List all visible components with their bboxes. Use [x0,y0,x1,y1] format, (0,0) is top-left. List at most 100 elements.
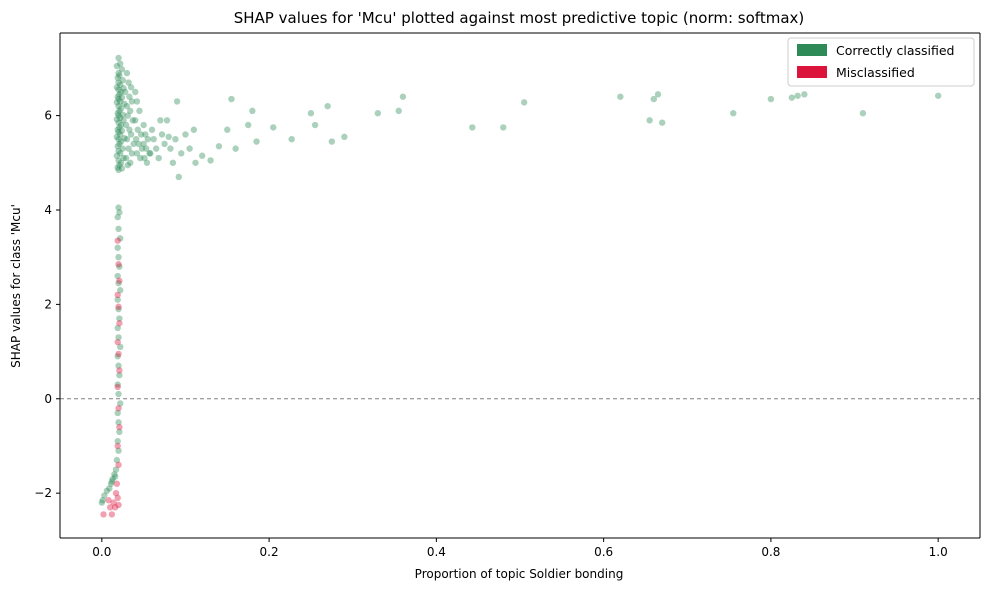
data-point [121,135,128,142]
data-point [148,126,156,133]
data-point [117,98,124,105]
data-point [127,131,135,138]
data-point [232,145,239,152]
data-point [114,237,121,244]
data-point [127,84,135,91]
data-point [105,497,112,504]
data-point [288,135,295,143]
data-point [395,107,402,115]
data-point [120,117,127,124]
data-point [658,119,666,126]
data-point [115,166,122,174]
data-point [120,85,127,92]
data-point [118,165,126,172]
data-point [117,114,124,122]
data-point [249,107,256,115]
data-point [115,405,122,412]
x-tick-label: 0.8 [761,545,780,559]
data-point [146,150,153,157]
y-tick-label: 4 [44,203,52,217]
data-point [147,150,154,157]
data-point [115,390,122,398]
data-point [106,504,114,511]
data-point [113,152,121,159]
data-point [117,88,125,96]
y-axis-label: SHAP values for class 'Mcu' [9,204,23,368]
data-point [126,126,133,133]
chart-title: SHAP values for 'Mcu' plotted against mo… [234,9,804,27]
data-point [141,154,148,162]
data-point [128,150,136,157]
data-point [270,124,277,131]
data-point [132,117,139,124]
data-point [175,173,182,181]
data-point [115,135,122,143]
data-point [859,110,867,117]
data-point [108,478,116,485]
data-point [113,62,121,70]
data-point [116,72,123,79]
data-point [114,213,121,221]
data-point [767,95,775,103]
x-tick-label: 0.4 [427,545,446,559]
x-tick-label: 0.6 [594,545,613,559]
data-point [103,487,111,494]
data-point [118,127,126,134]
data-point [161,140,168,148]
data-point [253,138,260,145]
data-point [117,105,125,112]
data-point [114,244,121,251]
data-point [116,263,123,270]
data-point [116,107,123,115]
data-point [617,93,624,100]
data-point [130,140,137,148]
data-point [140,140,147,148]
data-point [116,161,123,169]
data-point [116,320,123,327]
data-point [934,92,942,99]
data-point [142,131,149,138]
data-point [144,135,152,143]
data-point [186,145,193,152]
data-point [128,98,136,105]
data-point [133,98,141,105]
data-point [117,287,124,294]
x-ticks: 0.0 0.2 0.4 0.6 0.8 1.0 [92,538,948,559]
data-point [132,88,139,96]
data-point [116,367,123,374]
data-point [113,116,121,123]
data-point [112,466,120,473]
x-tick-label: 1.0 [929,545,948,559]
y-tick-label: 2 [44,297,52,311]
data-point [140,121,147,129]
legend-label-misclassified: Misclassified [836,65,915,80]
legend-swatch-misclassified [797,66,827,78]
data-point [115,119,122,126]
data-point [114,74,121,82]
data-point [126,93,133,100]
data-point [115,419,122,426]
data-point [114,291,121,299]
data-point [198,152,206,159]
data-point [157,117,164,124]
data-point [138,145,146,152]
data-point [116,124,123,131]
plot-area [60,54,980,518]
data-point [124,112,131,119]
data-point [125,145,132,152]
data-point [115,350,122,358]
data-point [155,154,162,162]
data-point [113,99,121,106]
data-point [113,456,121,464]
data-point [129,117,136,124]
data-point [114,338,121,346]
data-point [114,296,121,303]
data-point [106,485,113,492]
data-point [112,504,119,511]
data-point [650,95,658,103]
data-point [167,145,174,152]
data-point [307,110,315,117]
data-point [134,126,141,133]
data-point [117,81,124,89]
data-point [98,499,106,506]
